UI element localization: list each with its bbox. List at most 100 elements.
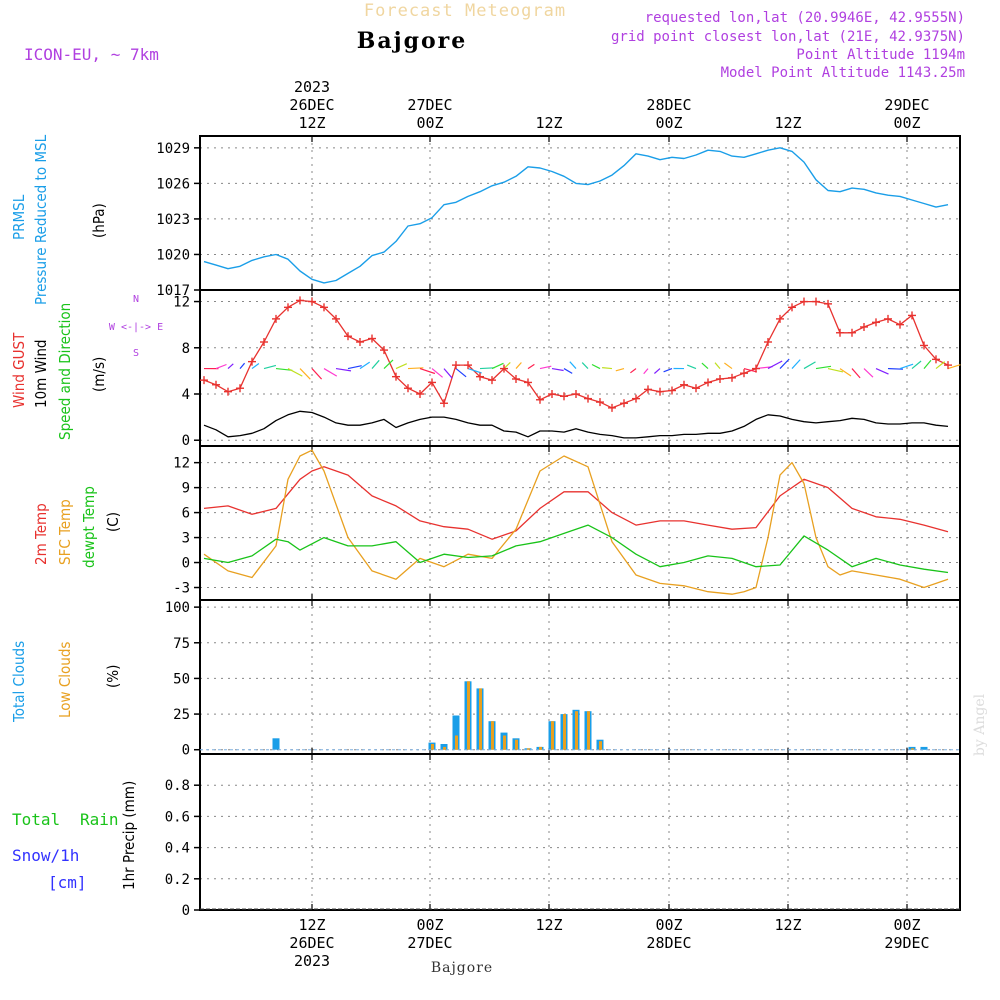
low-cloud-bar bbox=[527, 748, 530, 750]
low-cloud-bar bbox=[575, 711, 578, 750]
compass-west-east: W <-|-> E bbox=[109, 322, 163, 333]
time-label: 12Z bbox=[298, 114, 325, 132]
total-cloud-bar bbox=[452, 715, 460, 750]
wind-arrow bbox=[602, 367, 613, 370]
low-cloud-bar bbox=[479, 688, 482, 750]
label-speed-direction: Speed and Direction bbox=[56, 303, 74, 440]
time-label: 29DEC bbox=[884, 96, 929, 114]
compass-south: S bbox=[133, 348, 139, 359]
y-tick-label: 50 bbox=[173, 671, 190, 687]
wind-arrow bbox=[779, 358, 790, 369]
wind-arrow bbox=[287, 368, 303, 377]
y-tick-label: 12 bbox=[173, 456, 190, 472]
y-tick-label: 0 bbox=[182, 903, 190, 919]
low-cloud-bar bbox=[551, 721, 554, 750]
gridpoint-coords: grid point closest lon,lat (21E, 42.9375… bbox=[611, 29, 965, 45]
panel-frame bbox=[199, 753, 961, 911]
time-label: 00Z bbox=[655, 916, 682, 934]
y-tick-label: 1017 bbox=[156, 283, 190, 299]
label-total-clouds: Total Clouds bbox=[10, 641, 28, 723]
wind-arrow bbox=[947, 364, 961, 370]
label-precip-unit: 1hr Precip (mm) bbox=[120, 781, 138, 890]
wind-arrow bbox=[251, 363, 260, 370]
low-cloud-bar bbox=[431, 744, 434, 750]
time-label: 2023 bbox=[294, 952, 330, 970]
wind-arrow bbox=[714, 362, 721, 369]
wind-arrow bbox=[923, 359, 932, 369]
y-tick-label: 8 bbox=[182, 341, 190, 357]
wind-arrow bbox=[663, 368, 673, 373]
wind-arrow bbox=[875, 368, 889, 375]
time-label: 12Z bbox=[774, 916, 801, 934]
low-cloud-bar bbox=[599, 741, 602, 750]
model-label: ICON-EU, ~ 7km bbox=[24, 45, 159, 64]
series-lines bbox=[203, 147, 949, 595]
wind-arrow bbox=[654, 368, 661, 374]
y-tick-label: 0.6 bbox=[165, 809, 190, 825]
time-label: 00Z bbox=[655, 114, 682, 132]
panel-frame bbox=[199, 599, 961, 755]
time-label: 27DEC bbox=[407, 934, 452, 952]
low-cloud-bar bbox=[491, 721, 494, 750]
wind-arrow bbox=[347, 365, 362, 370]
y-tick-label: 3 bbox=[182, 531, 190, 547]
location-title: Bajgore bbox=[357, 28, 467, 54]
wind-arrow bbox=[335, 367, 352, 372]
wind-arrow bbox=[407, 367, 424, 370]
y-tick-label: 6 bbox=[182, 506, 190, 522]
low-cloud-bar bbox=[467, 681, 470, 750]
wind-arrow bbox=[419, 368, 436, 375]
wind-arrow bbox=[724, 362, 733, 370]
label-low-clouds: Low Clouds bbox=[56, 642, 74, 718]
y-tick-label: -3 bbox=[173, 581, 190, 597]
requested-coords: requested lon,lat (20.9946E, 42.9555N) bbox=[645, 10, 965, 26]
panel-frames bbox=[199, 135, 961, 911]
label-celsius: (C) bbox=[104, 512, 122, 532]
time-label: 00Z bbox=[416, 114, 443, 132]
label-rain: Rain bbox=[80, 810, 119, 829]
wind-arrow bbox=[803, 361, 816, 370]
chart-title: Forecast Meteogram bbox=[364, 1, 566, 21]
y-tick-labels: 1017 1020 1023 1026 1029 0 4 8 12 -3 0 3 6 9 12 0 25 50 75… bbox=[156, 141, 200, 919]
wind-arrow bbox=[527, 363, 535, 370]
wind-arrow bbox=[311, 368, 323, 380]
wind-arrow bbox=[643, 368, 649, 375]
model-altitude: Model Point Altitude 1143.25m bbox=[721, 65, 965, 81]
watermark: by Angel bbox=[972, 693, 988, 756]
wind-arrow bbox=[299, 368, 311, 380]
wind-arrow bbox=[581, 362, 589, 369]
y-tick-label: 75 bbox=[173, 636, 190, 652]
wind-arrow bbox=[395, 363, 408, 370]
total-cloud-bar bbox=[272, 738, 280, 750]
time-label: 00Z bbox=[416, 916, 443, 934]
wind-arrow bbox=[491, 362, 504, 370]
wind-arrow bbox=[815, 365, 832, 370]
label-10m-wind: 10m Wind bbox=[32, 340, 50, 409]
temp-2m-line bbox=[203, 466, 949, 540]
y-tick-label: 0 bbox=[182, 743, 190, 759]
low-cloud-bar bbox=[563, 714, 566, 750]
wind-arrow bbox=[455, 368, 467, 378]
gridlines bbox=[200, 136, 960, 911]
footer-location: Bajgore bbox=[431, 960, 493, 976]
time-label: 00Z bbox=[893, 916, 920, 934]
label-percent: (%) bbox=[104, 665, 122, 688]
time-label: 27DEC bbox=[407, 96, 452, 114]
wind-arrow bbox=[503, 361, 511, 370]
wind-arrow bbox=[371, 359, 380, 369]
panel-frame bbox=[199, 289, 961, 447]
time-label: 00Z bbox=[893, 114, 920, 132]
wind-arrow bbox=[615, 367, 625, 372]
low-cloud-bar bbox=[911, 748, 914, 750]
panel-frame bbox=[199, 135, 961, 291]
wind-arrow bbox=[591, 363, 601, 370]
low-cloud-bar bbox=[503, 735, 506, 750]
wind-arrow bbox=[443, 368, 453, 379]
wind-arrow bbox=[887, 367, 904, 370]
label-prmsl: PRMSL bbox=[10, 194, 28, 240]
y-tick-label: 1026 bbox=[156, 176, 190, 192]
time-label: 12Z bbox=[298, 916, 325, 934]
wind-arrow bbox=[863, 368, 874, 378]
y-tick-label: 9 bbox=[182, 481, 190, 497]
